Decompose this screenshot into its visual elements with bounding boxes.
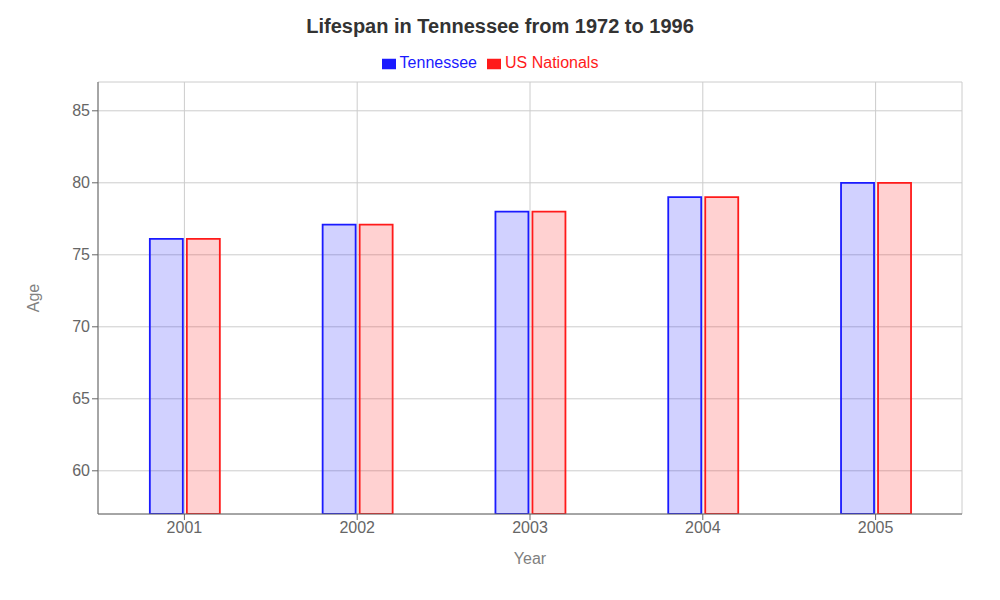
svg-text:Year: Year (514, 550, 547, 567)
svg-text:2005: 2005 (858, 519, 894, 536)
svg-text:80: 80 (72, 174, 90, 191)
svg-text:2001: 2001 (167, 519, 203, 536)
svg-text:2003: 2003 (512, 519, 548, 536)
svg-text:2004: 2004 (685, 519, 721, 536)
svg-text:60: 60 (72, 462, 90, 479)
html-text:Lifespan in Tennessee from 197: Lifespan in Tennessee from 1972 to 1996 (306, 15, 694, 37)
svg-text:2002: 2002 (339, 519, 375, 536)
html-text:US Nationals: US Nationals (505, 54, 599, 71)
svg-text:85: 85 (72, 102, 90, 119)
svg-text:65: 65 (72, 390, 90, 407)
svg-text:75: 75 (72, 246, 90, 263)
svg-text:70: 70 (72, 318, 90, 335)
html-text:Tennessee: Tennessee (399, 54, 477, 71)
svg-text:Age: Age (25, 284, 42, 313)
